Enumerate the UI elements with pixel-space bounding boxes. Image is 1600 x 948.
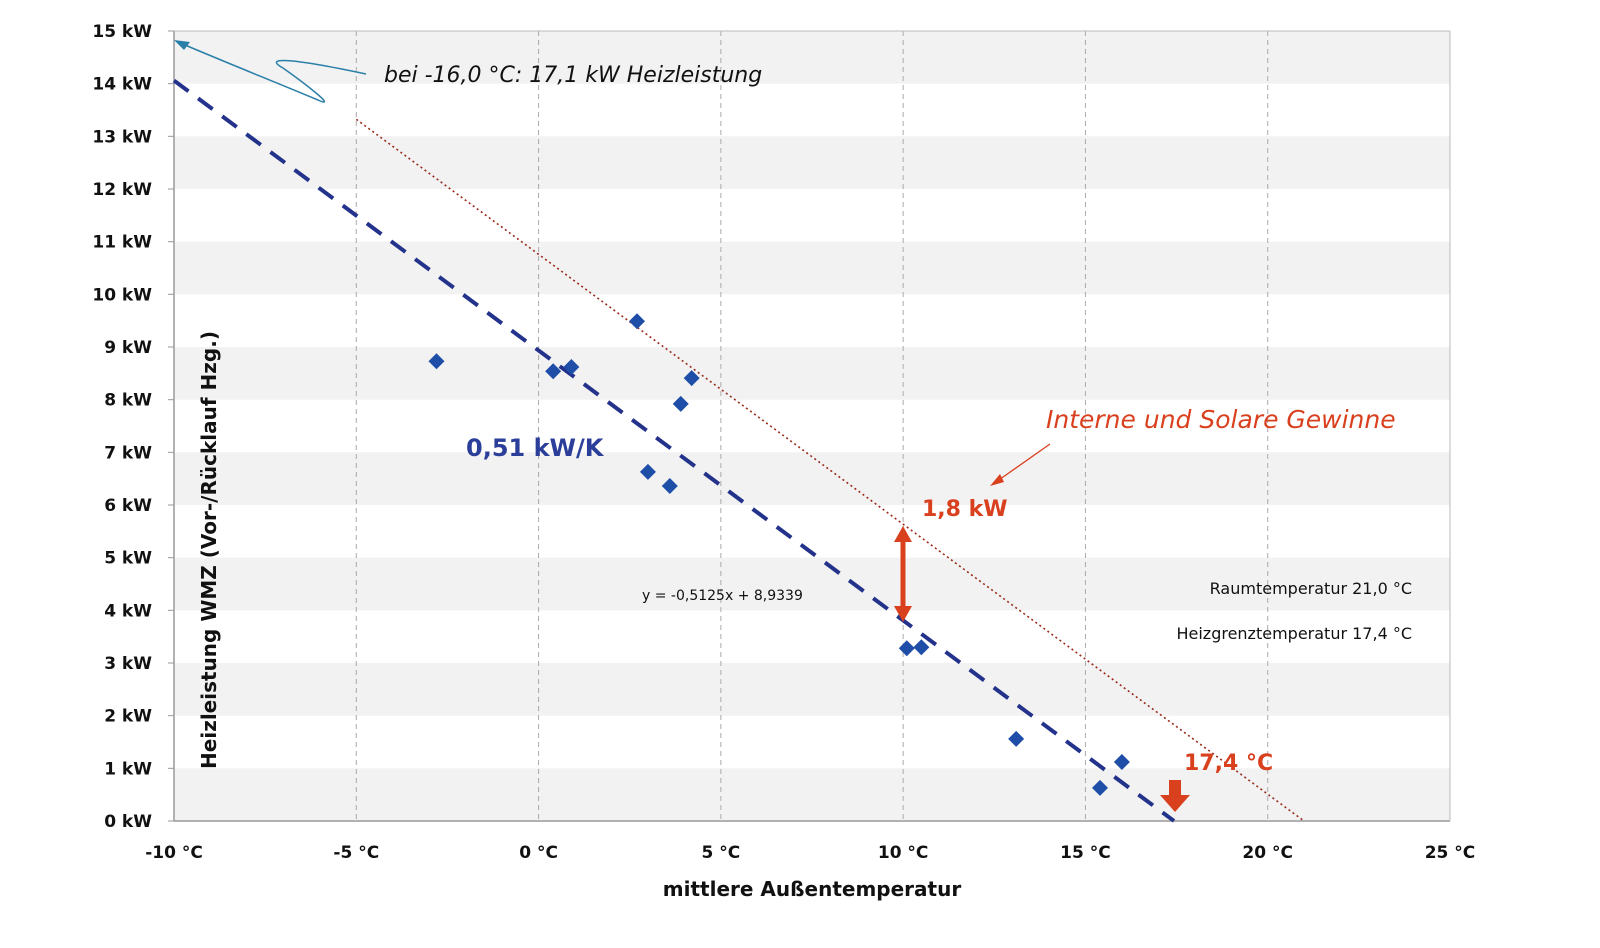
- band: [174, 347, 1450, 400]
- data-point: [428, 353, 445, 370]
- data-point: [563, 359, 580, 376]
- band: [174, 452, 1450, 505]
- data-point: [1113, 754, 1130, 771]
- data-point: [898, 640, 915, 657]
- data-point: [672, 395, 689, 412]
- x-tick-label: 10 °C: [878, 843, 929, 863]
- data-point: [661, 478, 678, 495]
- lines: [172, 78, 1305, 823]
- y-tick-label: 7 kW: [104, 443, 152, 463]
- axes: [173, 30, 1451, 822]
- x-tick-label: 0 °C: [519, 843, 558, 863]
- y-tick-label: 5 kW: [104, 549, 152, 569]
- y-axis-label: Heizleistung WMZ (Vor-/Rücklauf Hzg.): [197, 331, 221, 769]
- gains-pointer: [995, 443, 1051, 483]
- band: [174, 557, 1450, 611]
- band: [174, 241, 1450, 295]
- data-point: [1092, 779, 1109, 796]
- y-tick-label: 13 kW: [92, 127, 152, 147]
- x-tick-label: 25 °C: [1425, 843, 1476, 863]
- data-point: [639, 463, 656, 480]
- data-points: [428, 313, 1130, 796]
- gains-pointer-head-icon: [990, 474, 1004, 486]
- gains-double-arrow-icon: [894, 526, 912, 622]
- x-axis-label: mittlere Außentemperatur: [663, 877, 962, 901]
- y-tick-label: 8 kW: [104, 391, 152, 411]
- data-point: [545, 363, 562, 380]
- gains-value: 1,8 kW: [922, 497, 1008, 522]
- trend-equation: y = -0,5125x + 8,9339: [642, 588, 803, 604]
- y-tick-label: 14 kW: [92, 75, 152, 95]
- data-point: [683, 370, 700, 387]
- y-tick-labels: 0 kW 1 kW 2 kW 3 kW 4 kW 5 kW 6 kW 7 kW 8 kW 9 kW…: [92, 22, 174, 832]
- x-tick-labels: -10 °C -5 °C 0 °C 5 °C 10 °C 15 °C 20 °C 25 °C: [145, 843, 1475, 863]
- extrapolation-note: bei -16,0 °C: 17,1 kW Heizleistung: [384, 63, 762, 88]
- band: [174, 768, 1450, 821]
- y-tick-label: 10 kW: [92, 285, 152, 305]
- data-point: [913, 639, 930, 656]
- room-temp-note: Raumtemperatur 21,0 °C: [1210, 579, 1412, 598]
- extrapolation-arrowhead-icon: [174, 40, 190, 50]
- heating-limit-label: 17,4 °C: [1184, 751, 1273, 776]
- band: [174, 31, 1450, 84]
- x-tick-label: 5 °C: [701, 843, 740, 863]
- limit-temp-note: Heizgrenztemperatur 17,4 °C: [1176, 624, 1412, 643]
- y-tick-label: 3 kW: [104, 654, 152, 674]
- x-tick-label: -10 °C: [145, 843, 203, 863]
- band: [174, 663, 1450, 716]
- y-tick-label: 0 kW: [104, 812, 152, 832]
- x-tick-label: 15 °C: [1060, 843, 1111, 863]
- y-tick-label: 2 kW: [104, 707, 152, 727]
- data-point: [629, 313, 646, 330]
- y-tick-label: 4 kW: [104, 601, 152, 621]
- trend-line: [172, 78, 1176, 823]
- background-bands: [174, 31, 1450, 821]
- y-tick-label: 12 kW: [92, 180, 152, 200]
- y-tick-label: 6 kW: [104, 496, 152, 516]
- y-tick-label: 9 kW: [104, 338, 152, 358]
- data-point: [1008, 730, 1025, 747]
- slope-label: 0,51 kW/K: [466, 434, 605, 462]
- y-tick-label: 11 kW: [92, 233, 152, 253]
- gains-line: [355, 118, 1305, 822]
- band: [174, 136, 1450, 189]
- y-tick-label: 15 kW: [92, 22, 152, 42]
- y-tick-label: 1 kW: [104, 759, 152, 779]
- x-tick-label: 20 °C: [1242, 843, 1293, 863]
- gains-title: Interne und Solare Gewinne: [1046, 405, 1396, 434]
- extrapolation-arrow: [177, 41, 367, 103]
- heating-limit-arrow-icon: [1160, 780, 1190, 812]
- x-tick-label: -5 °C: [333, 843, 379, 863]
